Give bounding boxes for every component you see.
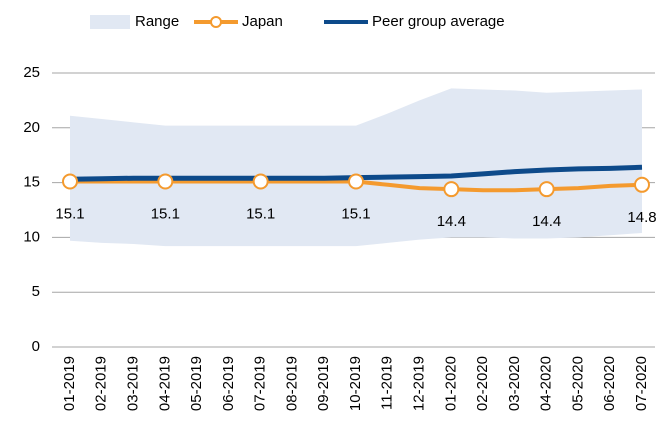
y-tick-label: 15 [23, 174, 40, 191]
y-tick-label: 5 [32, 283, 40, 300]
legend-item: Range [90, 13, 179, 30]
x-tick-label: 06-2020 [601, 356, 618, 411]
data-label: 15.1 [151, 205, 180, 222]
x-tick-label: 07-2019 [252, 356, 269, 411]
x-tick-label: 09-2019 [315, 356, 332, 411]
data-label: 14.4 [532, 213, 561, 230]
x-tick-label: 03-2020 [506, 356, 523, 411]
x-tick-label: 10-2019 [347, 356, 364, 411]
legend-label: Japan [242, 13, 283, 30]
x-tick-label: 06-2019 [220, 356, 237, 411]
point-marker [634, 176, 650, 193]
data-label: 15.1 [341, 205, 370, 222]
data-label: 15.1 [246, 205, 275, 222]
legend-label: Peer group average [372, 13, 505, 30]
y-tick-label: 20 [23, 119, 40, 136]
x-tick-label: 04-2019 [156, 356, 173, 411]
x-tick-label: 01-2020 [442, 356, 459, 411]
legend-item: Japan [194, 13, 283, 30]
y-tick-label: 0 [32, 338, 40, 355]
data-label: 15.1 [55, 205, 84, 222]
x-tick-label: 01-2019 [61, 356, 78, 411]
legend-label: Range [135, 13, 179, 30]
x-tick-label: 02-2019 [93, 356, 110, 411]
x-tick-label: 05-2020 [569, 356, 586, 411]
point-marker [157, 173, 174, 190]
legend-swatch [90, 15, 130, 29]
range-area [70, 88, 642, 247]
data-label: 14.4 [437, 213, 466, 230]
legend-item: Peer group average [324, 13, 505, 30]
point-marker [443, 181, 460, 198]
x-tick-label: 12-2019 [411, 356, 428, 411]
y-tick-label: 10 [23, 228, 40, 245]
x-tick-label: 05-2019 [188, 356, 205, 411]
point-marker [348, 173, 364, 190]
legend-marker [210, 16, 222, 28]
y-tick-label: 25 [23, 64, 40, 81]
x-tick-label: 08-2019 [283, 356, 300, 411]
x-tick-label: 11-2019 [379, 356, 396, 410]
x-tick-label: 04-2020 [538, 356, 555, 411]
data-label: 14.8 [627, 209, 656, 226]
x-tick-label: 02-2020 [474, 356, 491, 411]
x-tick-label: 07-2020 [633, 356, 650, 411]
point-marker [252, 173, 269, 190]
x-tick-label: 03-2019 [125, 356, 142, 411]
point-marker [538, 181, 555, 198]
point-marker [62, 173, 78, 190]
